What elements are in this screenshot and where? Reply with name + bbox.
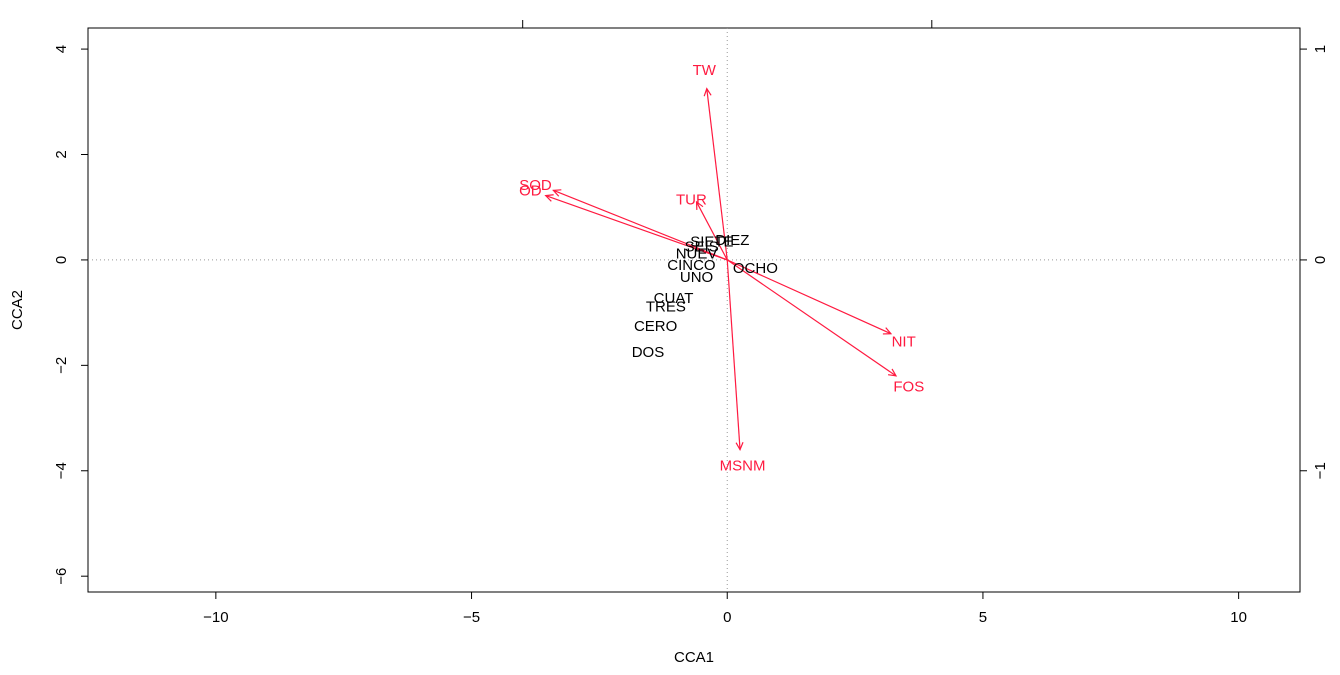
arrow-msnm (726, 259, 744, 452)
site-label-cero: CERO (634, 318, 677, 335)
zero-lines (88, 28, 1300, 592)
y-tick-label: −4 (53, 462, 70, 479)
y-tick-label: 4 (53, 45, 70, 53)
right-tick-label: 1 (1312, 45, 1329, 53)
arrow-od (544, 194, 728, 261)
x-tick-label: 5 (979, 609, 987, 626)
right-tick-label: −1 (1312, 462, 1329, 479)
x-axis-title: CCA1 (674, 649, 714, 666)
arrow-head (735, 442, 744, 452)
variable-label-od: OD (519, 182, 542, 199)
site-label-cinco: CINCO (667, 257, 715, 274)
y-tick-label: 2 (53, 150, 70, 158)
arrow-sod (552, 189, 728, 261)
y-tick-label: 0 (53, 256, 70, 264)
variable-label-fos: FOS (893, 378, 924, 395)
site-label-diez: DIEZ (715, 232, 749, 249)
arrow-head (882, 327, 893, 335)
arrow-head (552, 189, 562, 197)
arrow-head (703, 87, 712, 97)
x-tick-label: −10 (203, 609, 228, 626)
arrow-head (544, 194, 554, 202)
site-label-dos: DOS (632, 344, 665, 361)
x-tick-label: −5 (463, 609, 480, 626)
x-tick-label: 0 (723, 609, 731, 626)
site-label-siete: SIETE (690, 233, 733, 250)
arrow-shaft (545, 195, 728, 261)
site-label-seis: SEIS (685, 239, 719, 256)
arrow-fos (726, 259, 898, 377)
y-tick-label: −6 (53, 568, 70, 585)
arrow-shaft (706, 88, 728, 260)
site-label-cuat: CUAT (654, 290, 694, 307)
site-label-uno: UNO (680, 269, 713, 286)
arrow-shaft (726, 259, 892, 335)
arrow-nit (726, 259, 893, 335)
site-label-tres: TRES (646, 298, 686, 315)
variable-label-nit: NIT (892, 334, 916, 351)
arrow-tw (703, 87, 728, 260)
arrow-tur (695, 200, 728, 261)
arrow-head (695, 200, 704, 210)
arrow-shaft (726, 259, 897, 377)
x-tick-label: 10 (1230, 609, 1247, 626)
arrow-head (888, 368, 898, 377)
site-label-ocho: OCHO (733, 260, 778, 277)
arrow-shaft (553, 189, 728, 261)
arrow-shaft (696, 201, 728, 261)
variable-label-tur: TUR (676, 191, 707, 208)
variable-label-msnm: MSNM (720, 457, 766, 474)
variable-arrows (544, 87, 898, 452)
variable-label-tw: TW (693, 62, 717, 79)
arrow-shaft (726, 259, 741, 450)
site-label-nuev: NUEV (676, 246, 718, 263)
y-tick-label: −2 (53, 357, 70, 374)
variable-label-sod: SOD (519, 177, 552, 194)
y-axis-title: CCA2 (9, 290, 26, 330)
right-tick-label: 0 (1312, 256, 1329, 264)
plot-frame (87, 27, 1301, 593)
